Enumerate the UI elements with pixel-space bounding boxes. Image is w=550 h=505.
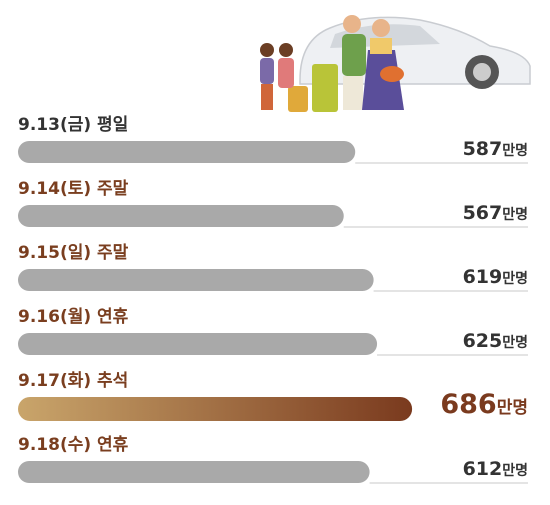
illustration: [260, 15, 531, 112]
bar: [18, 461, 370, 483]
category-label: 9.16(월) 연휴: [18, 306, 129, 327]
value-label: 625만명: [463, 330, 528, 352]
category-label: 9.18(수) 연휴: [18, 434, 129, 455]
bar: [18, 333, 378, 355]
bar: [18, 141, 356, 163]
value-label: 686만명: [440, 389, 528, 420]
value-label: 619만명: [463, 266, 528, 288]
category-label: 9.17(화) 추석: [18, 371, 128, 391]
bar: [18, 205, 344, 227]
bar: [18, 269, 374, 291]
value-label: 587만명: [463, 138, 528, 160]
value-label: 567만명: [463, 202, 528, 224]
bar: [18, 397, 413, 421]
value-label: 612만명: [463, 458, 528, 480]
category-label: 9.13(금) 평일: [18, 115, 128, 135]
category-label: 9.14(토) 주말: [18, 178, 129, 199]
category-label: 9.15(일) 주말: [18, 242, 129, 263]
